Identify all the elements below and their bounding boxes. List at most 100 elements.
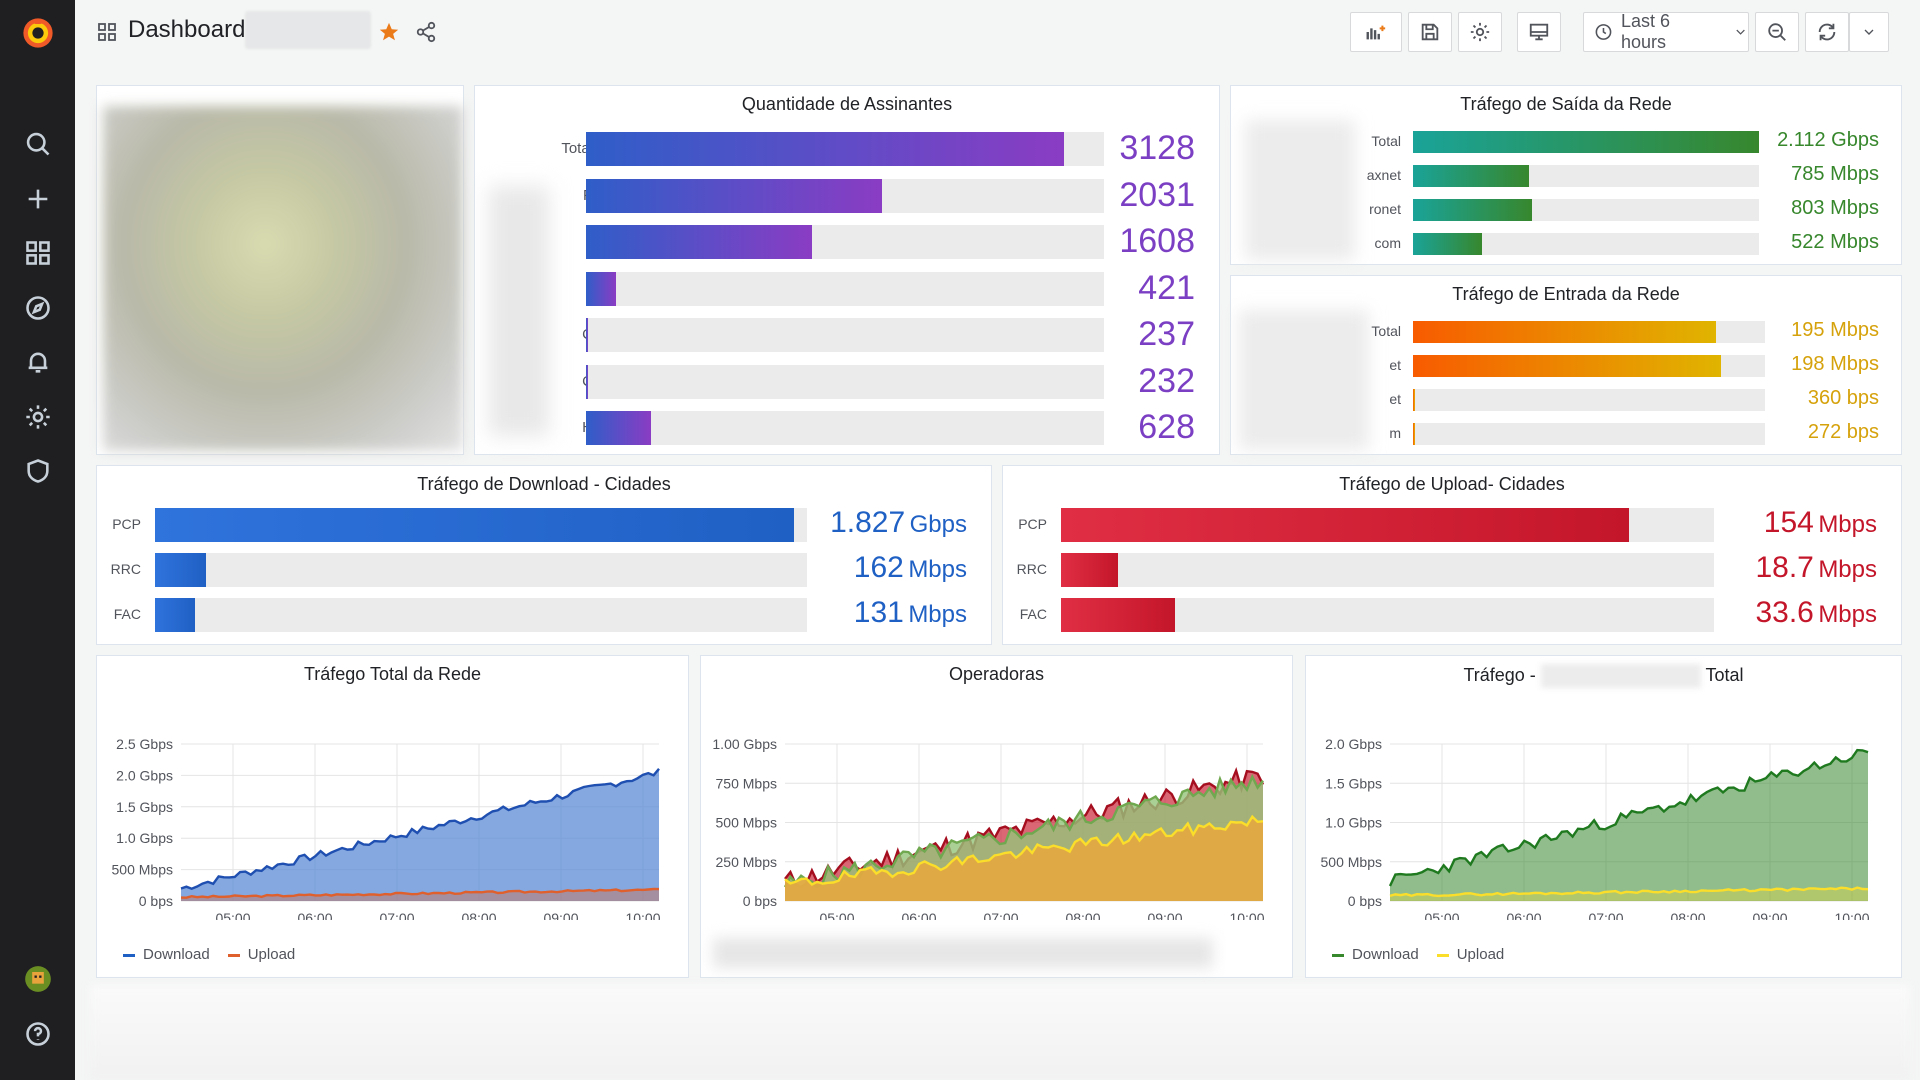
- alerting-bell-icon[interactable]: [19, 343, 56, 380]
- legend-download[interactable]: Download: [1332, 946, 1419, 963]
- bar-fill: [586, 271, 617, 306]
- bar-fill: [155, 553, 206, 587]
- dashboards-grid-icon[interactable]: [19, 234, 56, 271]
- monitor-icon: [1529, 23, 1549, 41]
- dashboard-title[interactable]: Dashboard: [128, 16, 246, 43]
- y-tick-label: 2.0 Gbps: [1325, 736, 1382, 752]
- share-icon[interactable]: [415, 21, 437, 43]
- plus-icon[interactable]: [19, 180, 56, 217]
- dashboard-name-blurred: [245, 11, 371, 49]
- bar-fill: [1413, 355, 1721, 377]
- refresh-button[interactable]: [1805, 12, 1849, 52]
- x-tick-label: 06:00: [1506, 910, 1541, 920]
- bar-value: 785 Mbps: [1791, 163, 1879, 185]
- help-icon[interactable]: [19, 1015, 56, 1052]
- upload-line[interactable]: [180, 887, 660, 899]
- legend-upload[interactable]: Upload: [227, 946, 295, 963]
- operadora-c-line[interactable]: [784, 814, 1264, 886]
- refresh-interval-picker[interactable]: [1849, 12, 1889, 52]
- legend-upload[interactable]: Upload: [1436, 946, 1504, 963]
- x-tick-label: 07:00: [379, 910, 414, 920]
- bar-track: [586, 318, 1104, 352]
- bar-fill: [586, 132, 1065, 166]
- bar-fill: [1413, 389, 1416, 411]
- value-number: 162: [853, 551, 904, 584]
- save-dashboard-button[interactable]: [1408, 12, 1452, 52]
- bar-fill: [586, 364, 589, 399]
- time-range-picker[interactable]: Last 6 hours: [1583, 11, 1749, 52]
- y-tick-label: 1.0 Gbps: [1325, 815, 1382, 831]
- bar-track: [586, 411, 1104, 445]
- upload-line[interactable]: [1389, 886, 1869, 898]
- y-tick-label: 1.0 Gbps: [116, 830, 173, 846]
- operadora-b-line[interactable]: [783, 773, 1264, 889]
- bar-label: ronet: [1369, 201, 1401, 217]
- settings-gear-icon[interactable]: [19, 398, 56, 435]
- search-icon[interactable]: [19, 125, 56, 162]
- bar-value: 522 Mbps: [1791, 231, 1879, 253]
- download-line[interactable]: [1388, 748, 1869, 887]
- panel-trafego-entrada[interactable]: Tráfego de Entrada da Rede Total 195 Mbps…: [1230, 275, 1902, 455]
- value-unit: Mbps: [1818, 511, 1877, 538]
- panel-quantidade-assinantes[interactable]: Quantidade de Assinantes Total 3128 P 2031)…: [474, 85, 1220, 455]
- bar-fill: [1061, 553, 1119, 587]
- value-number: 18.7: [1755, 551, 1814, 584]
- side-menu: [0, 0, 75, 1080]
- y-tick-label: 500 Mbps: [716, 815, 777, 831]
- zoom-out-button[interactable]: [1755, 12, 1799, 52]
- y-tick-label: 750 Mbps: [716, 775, 777, 791]
- x-tick-label: 08:00: [1065, 910, 1100, 920]
- bar-fill: [1061, 598, 1176, 632]
- x-tick-label: 05:00: [215, 910, 250, 920]
- dashboard-settings-button[interactable]: [1458, 12, 1502, 52]
- download-area: [1390, 750, 1868, 901]
- x-tick-label: 09:00: [543, 910, 578, 920]
- panel-trafego-saida[interactable]: Tráfego de Saída da Rede Total 2.112 Gbps…: [1230, 85, 1902, 265]
- graph-trafego-total[interactable]: 2.0 Gbps 1.5 Gbps 1.0 Gbps 500 Mbps 0 bps 05:…: [1306, 690, 1903, 920]
- y-tick-label: 0 bps: [1348, 893, 1382, 909]
- bar-fill: [155, 598, 196, 632]
- chevron-down-icon: [1736, 29, 1745, 35]
- explore-compass-icon[interactable]: [19, 289, 56, 326]
- bar-track: [1413, 423, 1765, 445]
- add-panel-button[interactable]: [1350, 12, 1402, 52]
- bar-value: 628: [1138, 408, 1195, 446]
- star-icon[interactable]: [378, 21, 400, 43]
- user-avatar[interactable]: [19, 960, 56, 997]
- panel-trafego-operadora-total[interactable]: Tráfego - Total 2.0 Gbps 1.5 Gbps 1.0 Gbps…: [1305, 655, 1902, 978]
- bar-fill: [1413, 321, 1716, 343]
- bar-label: PCP: [1018, 516, 1047, 532]
- graph-legend: Download Upload: [1332, 946, 1504, 963]
- graph-operadoras[interactable]: 1.00 Gbps 750 Mbps 500 Mbps 250 Mbps 0 bps 05…: [701, 690, 1294, 920]
- clock-icon: [1595, 24, 1612, 40]
- y-tick-label: 0 bps: [139, 893, 173, 909]
- blurred-labels: [489, 186, 549, 436]
- panel-trafego-total-rede[interactable]: Tráfego Total da Rede 2.5 Gbps 2.0 Gbps 1.…: [96, 655, 689, 978]
- panel-operadoras[interactable]: Operadoras 1.00 Gbps 750 Mbps 500 Mbps 250 …: [700, 655, 1293, 978]
- bar-track: [586, 225, 1104, 259]
- bar-track: [1413, 321, 1765, 343]
- download-line[interactable]: [180, 768, 660, 890]
- panel-upload-cidades[interactable]: Tráfego de Upload- Cidades PCP 154 Mbps RR…: [1002, 465, 1902, 645]
- bar-label: FAC: [113, 606, 141, 622]
- grafana-logo-icon[interactable]: [19, 14, 56, 51]
- legend-download[interactable]: Download: [123, 946, 210, 963]
- y-tick-label: 2.5 Gbps: [116, 736, 173, 752]
- logo-image-panel: [96, 85, 464, 455]
- x-tick-label: 09:00: [1147, 910, 1182, 920]
- bar-track: [586, 178, 1104, 213]
- gear-icon: [1470, 22, 1490, 42]
- cycle-view-mode-button[interactable]: [1517, 12, 1561, 52]
- bar-label: RRC: [110, 561, 141, 577]
- panel-download-cidades[interactable]: Tráfego de Download - Cidades PCP 1.827 G…: [96, 465, 992, 645]
- shield-icon[interactable]: [19, 452, 56, 489]
- zoom-out-icon: [1768, 23, 1786, 41]
- bar-track: [155, 553, 807, 587]
- bar-fill: [586, 178, 883, 213]
- bar-label: Total: [1371, 133, 1401, 149]
- bar-value: 1.827 Gbps: [830, 506, 967, 540]
- graph-total-rede[interactable]: 2.5 Gbps 2.0 Gbps 1.5 Gbps 1.0 Gbps 500 Mbps…: [97, 690, 690, 920]
- bar-fill: [586, 318, 589, 352]
- x-tick-label: 10:00: [1229, 910, 1264, 920]
- y-tick-label: 500 Mbps: [112, 862, 173, 878]
